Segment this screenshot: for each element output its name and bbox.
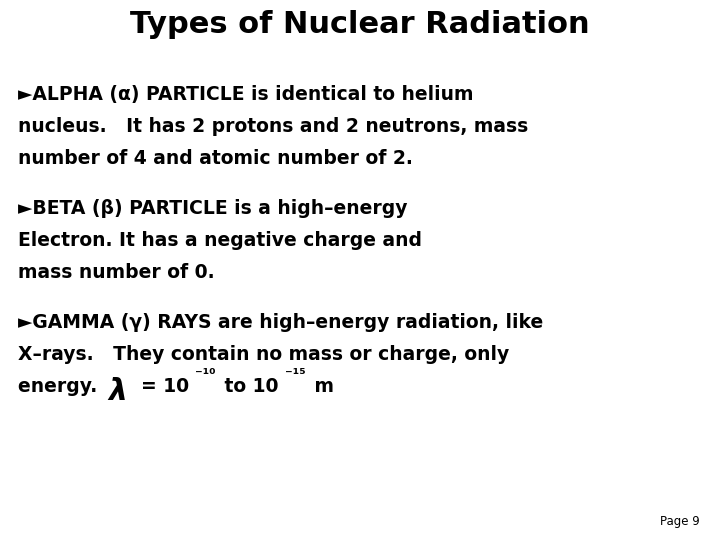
Text: nucleus.   It has 2 protons and 2 neutrons, mass: nucleus. It has 2 protons and 2 neutrons… xyxy=(18,117,528,136)
Text: Electron. It has a negative charge and: Electron. It has a negative charge and xyxy=(18,231,422,250)
Text: X–rays.   They contain no mass or charge, only: X–rays. They contain no mass or charge, … xyxy=(18,345,509,364)
Text: ►ALPHA (α) PARTICLE is identical to helium: ►ALPHA (α) PARTICLE is identical to heli… xyxy=(18,85,474,104)
Text: number of 4 and atomic number of 2.: number of 4 and atomic number of 2. xyxy=(18,149,413,168)
Text: Page 9: Page 9 xyxy=(660,515,700,528)
Text: Types of Nuclear Radiation: Types of Nuclear Radiation xyxy=(130,10,590,39)
Text: m: m xyxy=(308,377,334,396)
Text: ⁻¹⁵: ⁻¹⁵ xyxy=(285,367,306,382)
Text: mass number of 0.: mass number of 0. xyxy=(18,263,215,282)
Text: = 10: = 10 xyxy=(128,377,189,396)
Text: ►BETA (β) PARTICLE is a high–energy: ►BETA (β) PARTICLE is a high–energy xyxy=(18,199,408,218)
Text: λ: λ xyxy=(108,377,127,406)
Text: ⁻¹⁰: ⁻¹⁰ xyxy=(195,367,215,382)
Text: energy.: energy. xyxy=(18,377,117,396)
Text: to 10: to 10 xyxy=(218,377,279,396)
Text: ►GAMMA (γ) RAYS are high–energy radiation, like: ►GAMMA (γ) RAYS are high–energy radiatio… xyxy=(18,313,544,332)
